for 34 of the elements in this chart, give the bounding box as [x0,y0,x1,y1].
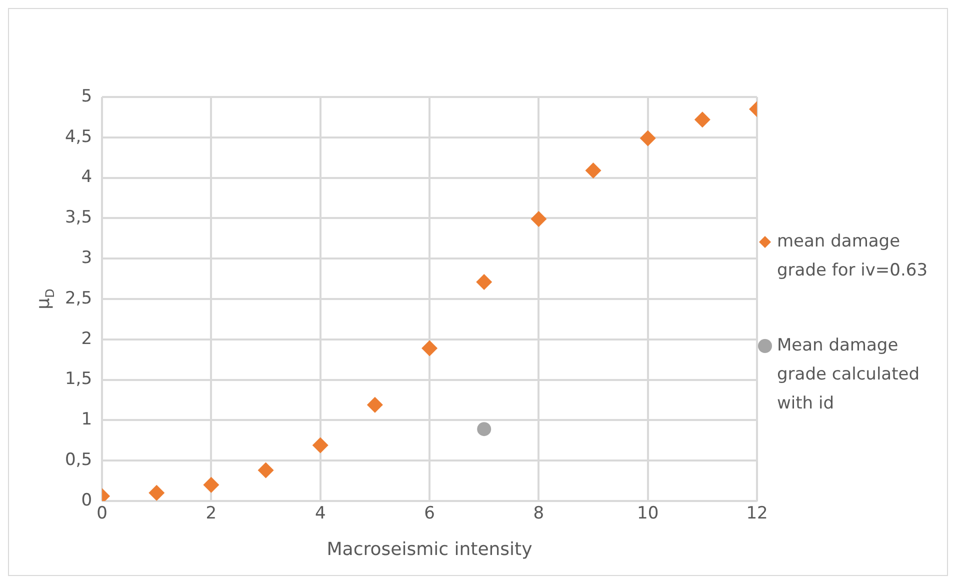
legend-label: mean damage grade for iv=0.63 [777,231,928,280]
point [312,437,328,454]
point [694,112,710,128]
y-tick-label: 2,5 [64,288,92,308]
y-tick-label: 4 [81,167,92,188]
x-tick-label: 8 [533,504,544,524]
point [477,422,492,436]
x-tick-label: 2 [206,504,217,524]
point [203,476,220,493]
point [476,274,492,290]
y-tick-label: 4,5 [64,126,92,147]
x-tick-label: 0 [96,504,108,524]
point [422,340,438,356]
y-tick-label: 0 [81,490,92,510]
point [366,396,383,413]
x-tick-label: 10 [637,504,659,524]
y-tick-label: 5 [81,86,92,106]
y-tick-label: 1 [81,410,92,430]
y-tick-label: 3 [81,248,92,268]
legend-label: Mean damage grade calculated with id [777,335,920,414]
point [258,462,274,478]
y-tick-label: 2 [81,328,92,349]
x-tick-label: 12 [746,504,768,524]
x-axis-title: Macroseismic intensity [326,538,533,560]
y-tick-label: 1,5 [64,369,92,390]
y-axis-title: μD [33,288,57,310]
point [148,484,165,501]
point [640,130,656,146]
point [530,211,547,228]
y-tick-label: 3,5 [64,208,92,228]
x-tick-label: 6 [424,504,435,524]
y-tick-label: 0,5 [64,450,92,470]
x-tick-label: 4 [314,504,326,524]
point [585,162,602,179]
